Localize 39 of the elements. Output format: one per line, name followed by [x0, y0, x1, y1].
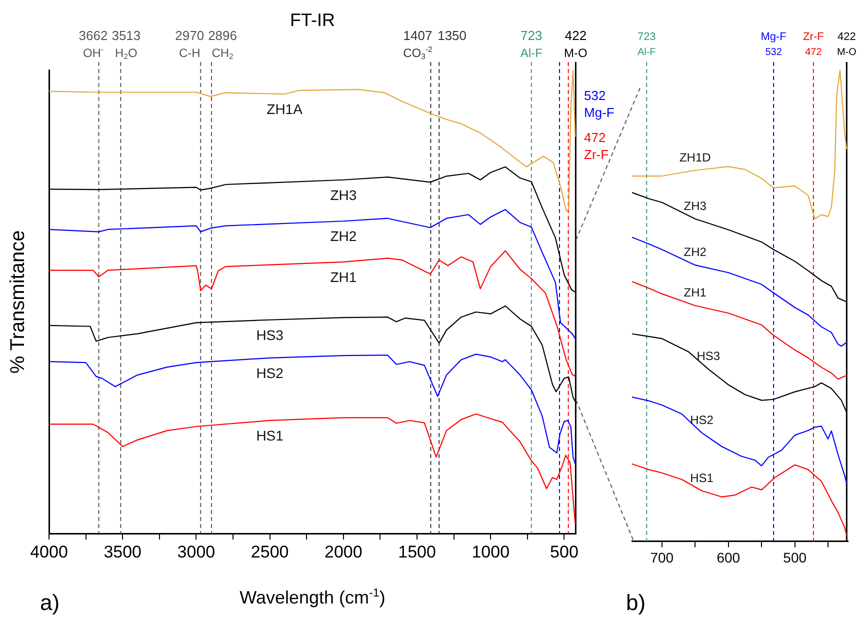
ref-line-label: 723 Al-F	[520, 28, 542, 60]
x-tick-label: 1500	[398, 542, 436, 562]
x-tick-label: 3500	[104, 542, 142, 562]
ref-line-label: 2970 C-H	[175, 28, 204, 60]
x-tick-label: 600	[716, 549, 740, 566]
series-label: ZH1	[330, 268, 357, 285]
chart-title: FT-IR	[290, 10, 336, 30]
ref-line-label: 532 Mg-F	[584, 88, 614, 120]
series-label: HS1	[256, 427, 284, 444]
text: b)	[626, 590, 646, 615]
x-tick-label: 1000	[472, 542, 510, 562]
series-label: ZH2	[330, 228, 357, 244]
ref-line-label: 422 M-O	[564, 28, 588, 60]
series-label: ZH1	[684, 286, 707, 300]
series-label: ZH3	[684, 198, 707, 213]
ref-line-label: Mg-F 532	[760, 31, 787, 58]
series-label: HS3	[696, 349, 720, 364]
series-label: ZH1A	[266, 101, 304, 118]
x-tick-label: 3000	[177, 542, 216, 562]
x-tick-label: 4000	[30, 542, 68, 562]
series-label: HS2	[256, 364, 284, 381]
x-tick-label: 2500	[250, 542, 289, 562]
series-label: ZH3	[330, 186, 357, 203]
ref-line-label: 422 M-O	[836, 31, 857, 58]
series-label: HS3	[256, 326, 284, 343]
x-tick-label: 500	[783, 549, 807, 566]
series-label: HS1	[690, 470, 714, 485]
ref-line-label: 1350	[438, 28, 467, 43]
x-tick-label: 2000	[324, 542, 362, 562]
series-label: ZH1D	[679, 150, 712, 164]
text: a)	[40, 590, 60, 615]
x-tick-label: 500	[550, 542, 578, 562]
ref-line-label: 472 Zr-F	[584, 130, 609, 162]
y-axis-title: % Transmitance	[7, 230, 29, 374]
series-label: ZH2	[684, 245, 707, 260]
x-tick-label: 700	[650, 549, 674, 566]
series-label: HS2	[690, 412, 714, 427]
ref-line-label: 723 Al-F	[637, 31, 656, 58]
ref-line-label: Zr-F 472	[803, 31, 824, 58]
